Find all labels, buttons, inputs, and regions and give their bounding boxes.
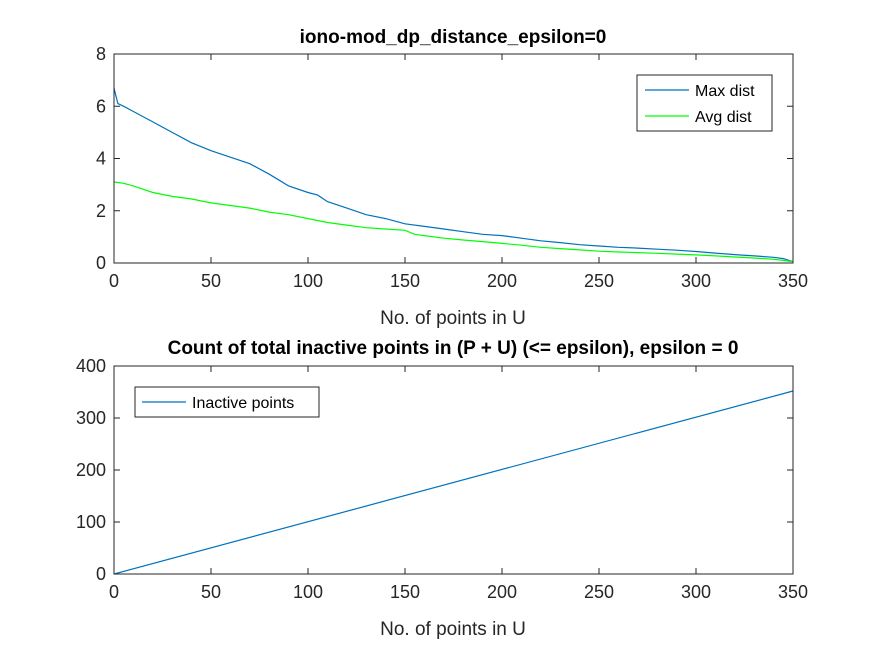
x-tick-label: 300	[681, 582, 711, 602]
bottom-plot-title: Count of total inactive points in (P + U…	[168, 338, 739, 359]
x-tick-label: 350	[778, 271, 808, 291]
bottom-plot: Count of total inactive points in (P + U…	[76, 338, 808, 640]
x-tick-label: 0	[109, 582, 119, 602]
top-plot-x-axis-label: No. of points in U	[380, 308, 526, 329]
x-tick-label: 150	[390, 271, 420, 291]
legend-inactive-points-label: Inactive points	[192, 395, 294, 412]
y-tick-label: 400	[76, 356, 106, 376]
series-line-max-dist	[113, 87, 794, 263]
series-line-inactive-points	[113, 390, 794, 575]
top-plot-legend: Max dist Avg dist	[636, 74, 773, 132]
y-tick-label: 8	[96, 44, 106, 64]
y-tick-label: 2	[96, 201, 106, 221]
bottom-plot-legend: Inactive points	[134, 386, 320, 418]
top-plot-title: iono-mod_dp_distance_epsilon=0	[300, 27, 607, 48]
top-plot-legend-box	[636, 74, 773, 132]
x-tick-label: 150	[390, 582, 420, 602]
x-tick-label: 100	[293, 582, 323, 602]
x-tick-label: 50	[201, 271, 221, 291]
legend-max-dist-label: Max dist	[695, 83, 755, 100]
y-tick-label: 200	[76, 460, 106, 480]
x-tick-label: 250	[584, 271, 614, 291]
x-tick-label: 100	[293, 271, 323, 291]
x-tick-label: 0	[109, 271, 119, 291]
legend-avg-dist-label: Avg dist	[695, 109, 752, 126]
x-tick-label: 250	[584, 582, 614, 602]
y-tick-label: 4	[96, 149, 106, 169]
bottom-plot-x-axis-label: No. of points in U	[380, 619, 526, 640]
x-tick-label: 50	[201, 582, 221, 602]
y-tick-label: 0	[96, 253, 106, 273]
y-tick-label: 0	[96, 564, 106, 584]
series-line-avg-dist	[113, 181, 794, 263]
x-tick-label: 350	[778, 582, 808, 602]
y-tick-label: 6	[96, 96, 106, 116]
y-tick-label: 300	[76, 408, 106, 428]
x-tick-label: 200	[487, 271, 517, 291]
x-tick-label: 300	[681, 271, 711, 291]
top-plot: iono-mod_dp_distance_epsilon=0 0 50 100 150…	[96, 27, 808, 329]
y-tick-label: 100	[76, 512, 106, 532]
x-tick-label: 200	[487, 582, 517, 602]
